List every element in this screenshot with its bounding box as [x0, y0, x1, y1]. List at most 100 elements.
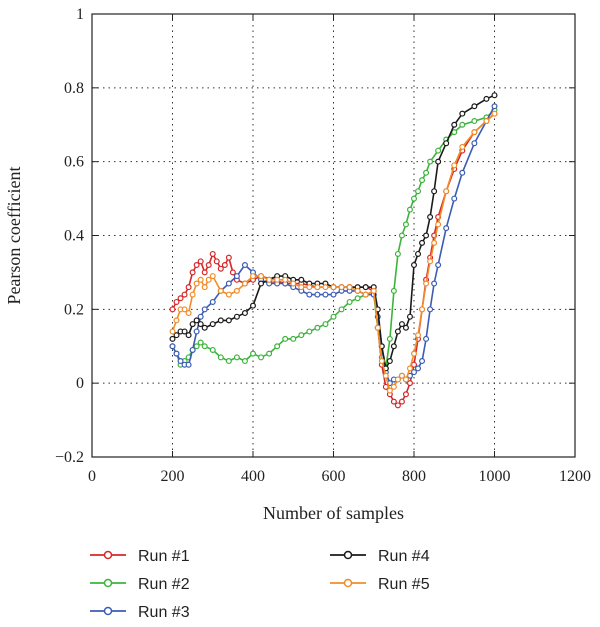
data-point-run-4 [435, 158, 442, 165]
data-point-run-5 [233, 287, 240, 294]
data-point-run-5 [209, 273, 216, 280]
data-point-run-1 [205, 262, 212, 269]
data-point-run-5 [390, 383, 397, 390]
data-point-run-5 [411, 350, 418, 357]
data-point-run-1 [390, 398, 397, 405]
legend-swatch-marker [103, 578, 113, 588]
data-point-run-5 [322, 284, 329, 291]
data-point-run-2 [298, 332, 305, 339]
data-point-run-1 [197, 258, 204, 265]
data-point-run-4 [169, 335, 176, 342]
x-axis-label: Number of samples [263, 503, 404, 523]
legend-item-run-4: Run #4 [330, 548, 430, 565]
data-point-run-4 [233, 313, 240, 320]
data-point-run-3 [451, 195, 458, 202]
y-tick-label: 1 [76, 6, 84, 23]
data-point-run-5 [459, 143, 466, 150]
data-point-run-2 [250, 350, 257, 357]
data-point-run-2 [346, 298, 353, 305]
data-point-run-2 [330, 313, 337, 320]
data-point-run-4 [185, 332, 192, 339]
x-tick-label: 800 [402, 468, 426, 485]
data-point-run-4 [491, 92, 498, 99]
grid [92, 14, 575, 457]
data-point-run-2 [258, 354, 265, 361]
data-point-run-2 [201, 343, 208, 350]
data-point-run-4 [427, 214, 434, 221]
legend-label: Run #3 [138, 604, 190, 621]
data-point-run-2 [386, 335, 393, 342]
data-point-run-5 [250, 273, 257, 280]
legend-label: Run #4 [378, 548, 430, 565]
data-point-run-5 [346, 284, 353, 291]
data-point-run-4 [459, 110, 466, 117]
data-point-run-2 [290, 335, 297, 342]
data-point-run-2 [406, 206, 413, 213]
data-point-run-5 [398, 372, 405, 379]
data-point-run-5 [362, 291, 369, 298]
data-point-run-2 [394, 250, 401, 257]
data-point-run-5 [415, 332, 422, 339]
data-point-run-4 [394, 328, 401, 335]
series-run-5 [169, 110, 498, 394]
data-point-run-5 [427, 258, 434, 265]
data-point-run-5 [241, 280, 248, 287]
data-point-run-4 [250, 302, 257, 309]
data-point-run-2 [241, 358, 248, 365]
series-line-run-2 [171, 109, 496, 369]
data-point-run-5 [443, 188, 450, 195]
data-point-run-2 [217, 354, 224, 361]
data-point-run-2 [423, 169, 430, 176]
data-point-run-5 [258, 273, 265, 280]
data-point-run-3 [177, 358, 184, 365]
data-point-run-1 [201, 269, 208, 276]
y-tick-label: 0 [76, 375, 84, 392]
data-point-run-4 [443, 140, 450, 147]
data-point-run-3 [411, 369, 418, 376]
data-point-run-3 [209, 298, 216, 305]
data-point-run-4 [390, 343, 397, 350]
data-point-run-1 [225, 254, 232, 261]
y-axis-label: Pearson coefficient [4, 166, 24, 304]
series-line-run-5 [171, 113, 496, 393]
data-point-run-1 [193, 262, 200, 269]
x-tick-label: 200 [161, 468, 185, 485]
data-point-run-4 [398, 321, 405, 328]
data-point-run-2 [322, 321, 329, 328]
legend-label: Run #1 [138, 548, 190, 565]
data-point-run-2 [415, 188, 422, 195]
data-point-run-1 [181, 291, 188, 298]
data-point-run-5 [185, 310, 192, 317]
data-point-run-5 [181, 306, 188, 313]
legend-item-run-3: Run #3 [90, 604, 190, 621]
legend: Run #1 Run #2 Run #3 Run #4 Run #5 [90, 548, 430, 621]
data-point-run-2 [398, 232, 405, 239]
data-point-run-3 [419, 358, 426, 365]
data-point-run-5 [386, 387, 393, 394]
data-point-run-5 [197, 276, 204, 283]
data-point-run-3 [169, 343, 176, 350]
data-point-run-4 [419, 239, 426, 246]
series-layer [169, 92, 498, 409]
data-point-run-1 [394, 402, 401, 409]
data-point-run-2 [354, 295, 361, 302]
data-point-run-5 [201, 284, 208, 291]
y-tick-label: 0.8 [64, 80, 84, 97]
data-point-run-4 [298, 276, 305, 283]
data-point-run-4 [415, 250, 422, 257]
legend-item-run-1: Run #1 [90, 548, 190, 565]
series-run-1 [169, 110, 498, 409]
data-point-run-5 [173, 317, 180, 324]
series-run-4 [169, 92, 498, 372]
data-point-run-2 [209, 346, 216, 353]
data-point-run-1 [213, 258, 220, 265]
y-tick-label: 0.6 [64, 154, 84, 171]
data-point-run-5 [354, 287, 361, 294]
data-point-run-1 [209, 250, 216, 257]
data-point-run-3 [443, 225, 450, 232]
x-tick-label: 400 [241, 468, 265, 485]
data-point-run-1 [185, 284, 192, 291]
x-tick-label: 0 [88, 468, 96, 485]
data-point-run-4 [201, 324, 208, 331]
data-point-run-3 [491, 103, 498, 110]
